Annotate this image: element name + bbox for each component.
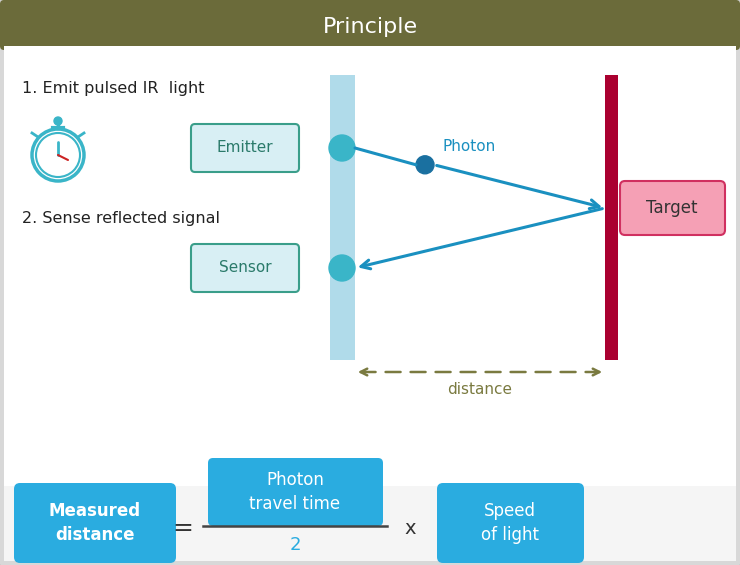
Circle shape: [36, 133, 80, 177]
Circle shape: [329, 135, 355, 161]
FancyBboxPatch shape: [620, 181, 725, 235]
FancyBboxPatch shape: [330, 75, 355, 360]
Circle shape: [54, 117, 62, 125]
Text: Principle: Principle: [323, 17, 417, 37]
FancyBboxPatch shape: [208, 458, 383, 526]
FancyBboxPatch shape: [4, 46, 736, 486]
Text: distance: distance: [448, 383, 513, 398]
Text: 2. Sense reflected signal: 2. Sense reflected signal: [22, 211, 220, 225]
Text: Emitter: Emitter: [217, 141, 273, 155]
Text: Target: Target: [646, 199, 698, 217]
Text: x: x: [404, 519, 416, 537]
Circle shape: [329, 255, 355, 281]
Text: Speed
of light: Speed of light: [481, 502, 539, 545]
FancyBboxPatch shape: [14, 483, 176, 563]
Text: 2: 2: [289, 536, 300, 554]
Text: Measured
distance: Measured distance: [49, 502, 141, 545]
Text: 1. Emit pulsed IR  light: 1. Emit pulsed IR light: [22, 80, 204, 95]
FancyBboxPatch shape: [191, 244, 299, 292]
FancyBboxPatch shape: [191, 124, 299, 172]
FancyBboxPatch shape: [437, 483, 584, 563]
FancyBboxPatch shape: [0, 0, 740, 50]
FancyBboxPatch shape: [605, 75, 618, 360]
Text: =: =: [172, 516, 193, 540]
Text: Photon
travel time: Photon travel time: [249, 471, 340, 513]
Text: Photon: Photon: [443, 140, 497, 154]
Circle shape: [416, 156, 434, 174]
FancyBboxPatch shape: [4, 486, 736, 561]
Text: Sensor: Sensor: [219, 260, 272, 276]
